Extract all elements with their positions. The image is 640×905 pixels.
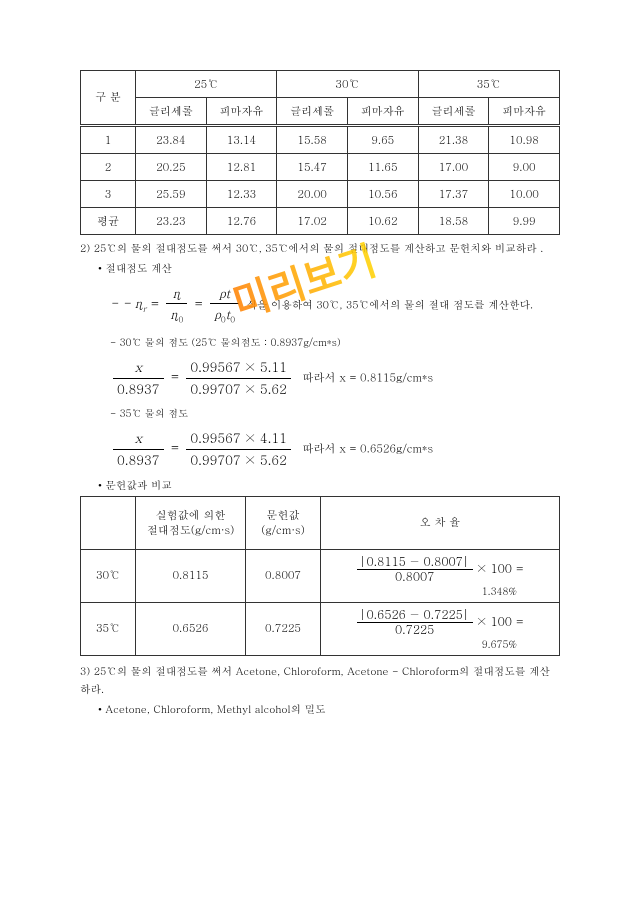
formula-35c: x 0.8937 = 0.99567 × 4.11 0.99707 × 5.62…	[110, 428, 560, 471]
t2-r1-exp: 0.6526	[136, 602, 246, 655]
t1-cell: 23.23	[136, 208, 207, 235]
bullet-calc: • 절대점도 계산	[98, 260, 560, 277]
t1-cell: 12.76	[206, 208, 277, 235]
t2-r0-exp: 0.8115	[136, 549, 246, 602]
f35-right: 0.99567 × 4.11 0.99707 × 5.62	[186, 428, 291, 471]
f35-left: x 0.8937	[113, 428, 164, 471]
t2-h0	[81, 496, 136, 549]
t1-cell: 15.58	[277, 126, 348, 154]
page-content: 구 분 25℃ 30℃ 35℃ 글리세롤 피마자유 글리세롤 피마자유 글리세롤…	[80, 70, 560, 719]
eq: =	[171, 366, 183, 385]
bullet-3: • Acetone, Chloroform, Methyl alcohol의 밀…	[98, 701, 560, 718]
t1-cell: 11.65	[347, 154, 418, 181]
formula-30c: x 0.8937 = 0.99567 × 5.11 0.99707 × 5.62…	[110, 357, 560, 400]
table-row: 평균 23.23 12.76 17.02 10.62 18.58 9.99	[81, 208, 560, 235]
t1-cell: 10.00	[489, 181, 560, 208]
t1-h-30: 30℃	[277, 71, 418, 98]
t1-r0-label: 1	[81, 126, 136, 154]
t1-cell: 17.37	[418, 181, 489, 208]
t1-cell: 20.00	[277, 181, 348, 208]
f1-frac-b: ρt ρ0t0	[210, 283, 239, 328]
t1-cell: 15.47	[277, 154, 348, 181]
t2-r1-temp: 35℃	[81, 602, 136, 655]
t2-r0-temp: 30℃	[81, 549, 136, 602]
t1-cell: 23.84	[136, 126, 207, 154]
eq: =	[171, 438, 183, 457]
t1-cell: 12.33	[206, 181, 277, 208]
t1-sub-0: 글리세롤	[136, 98, 207, 126]
f30-right: 0.99567 × 5.11 0.99707 × 5.62	[186, 357, 291, 400]
comparison-table: 실험값에 의한 절대점도(g/cm·s) 문헌값 (g/cm·s) 오 차 율 …	[80, 496, 560, 656]
table-row: 30℃ 0.8115 0.8007 |0.8115 − 0.8007| 0.80…	[81, 549, 560, 602]
t1-cell: 17.00	[418, 154, 489, 181]
f30-result: 따라서 x = 0.8115g/cm*s	[303, 370, 434, 385]
question-2: 2) 25℃의 물의 절대점도를 써서 30℃, 35℃에서의 물의 절대점도를…	[80, 239, 560, 257]
t1-cell: 9.65	[347, 126, 418, 154]
t1-cell: 25.59	[136, 181, 207, 208]
formula-1: - - ηr = η η0 = ρt ρ0t0 식을 이용하여 30℃, 35℃…	[110, 283, 560, 328]
t1-sub-5: 피마자유	[489, 98, 560, 126]
t1-cell: 9.99	[489, 208, 560, 235]
question-3: 3) 25℃의 물의 절대점도를 써서 Acetone, Chloroform,…	[80, 662, 560, 698]
t1-sub-3: 피마자유	[347, 98, 418, 126]
bullet-compare: • 문헌값과 비교	[98, 477, 560, 494]
t2-h2: 문헌값 (g/cm·s)	[246, 496, 321, 549]
data-table-1: 구 분 25℃ 30℃ 35℃ 글리세롤 피마자유 글리세롤 피마자유 글리세롤…	[80, 70, 560, 235]
t1-cell: 10.56	[347, 181, 418, 208]
t1-cell: 20.25	[136, 154, 207, 181]
table-row: 1 23.84 13.14 15.58 9.65 21.38 10.98	[81, 126, 560, 154]
eq: =	[151, 293, 163, 312]
t1-r3-label: 평균	[81, 208, 136, 235]
t2-r1-lit: 0.7225	[246, 602, 321, 655]
f30-left: x 0.8937	[113, 357, 164, 400]
t1-cell: 10.62	[347, 208, 418, 235]
t1-header-category: 구 분	[81, 71, 136, 126]
t1-sub-2: 글리세롤	[277, 98, 348, 126]
f1-frac-a: η η0	[166, 283, 187, 328]
t1-r1-label: 2	[81, 154, 136, 181]
t1-cell: 9.00	[489, 154, 560, 181]
t2-r0-lit: 0.8007	[246, 549, 321, 602]
t2-h1: 실험값에 의한 절대점도(g/cm·s)	[136, 496, 246, 549]
t1-sub-1: 피마자유	[206, 98, 277, 126]
t2-h3: 오 차 율	[321, 496, 560, 549]
calc30-label: - 30℃ 물의 점도 (25℃ 물의점도 : 0.8937g/cm*s)	[110, 334, 560, 351]
f1-pre: - - ηr	[110, 293, 147, 312]
t2-r1-err: |0.6526 − 0.7225| 0.7225 × 100 = 9.675%	[321, 602, 560, 655]
table-row: 3 25.59 12.33 20.00 10.56 17.37 10.00	[81, 181, 560, 208]
f35-result: 따라서 x = 0.6526g/cm*s	[303, 442, 434, 457]
t2-r0-err: |0.8115 − 0.8007| 0.8007 × 100 = 1.348%	[321, 549, 560, 602]
t1-cell: 10.98	[489, 126, 560, 154]
table-row: 2 20.25 12.81 15.47 11.65 17.00 9.00	[81, 154, 560, 181]
t1-cell: 12.81	[206, 154, 277, 181]
f1-tail: 식을 이용하여 30℃, 35℃에서의 물의 절대 점도를 계산한다.	[246, 296, 533, 311]
t1-h-35: 35℃	[418, 71, 559, 98]
t1-cell: 17.02	[277, 208, 348, 235]
eq: =	[195, 293, 207, 312]
calc35-label: - 35℃ 물의 점도	[110, 405, 560, 422]
t1-cell: 21.38	[418, 126, 489, 154]
t1-r2-label: 3	[81, 181, 136, 208]
t1-sub-4: 글리세롤	[418, 98, 489, 126]
t1-cell: 18.58	[418, 208, 489, 235]
table-row: 35℃ 0.6526 0.7225 |0.6526 − 0.7225| 0.72…	[81, 602, 560, 655]
t1-h-25: 25℃	[136, 71, 277, 98]
t1-cell: 13.14	[206, 126, 277, 154]
